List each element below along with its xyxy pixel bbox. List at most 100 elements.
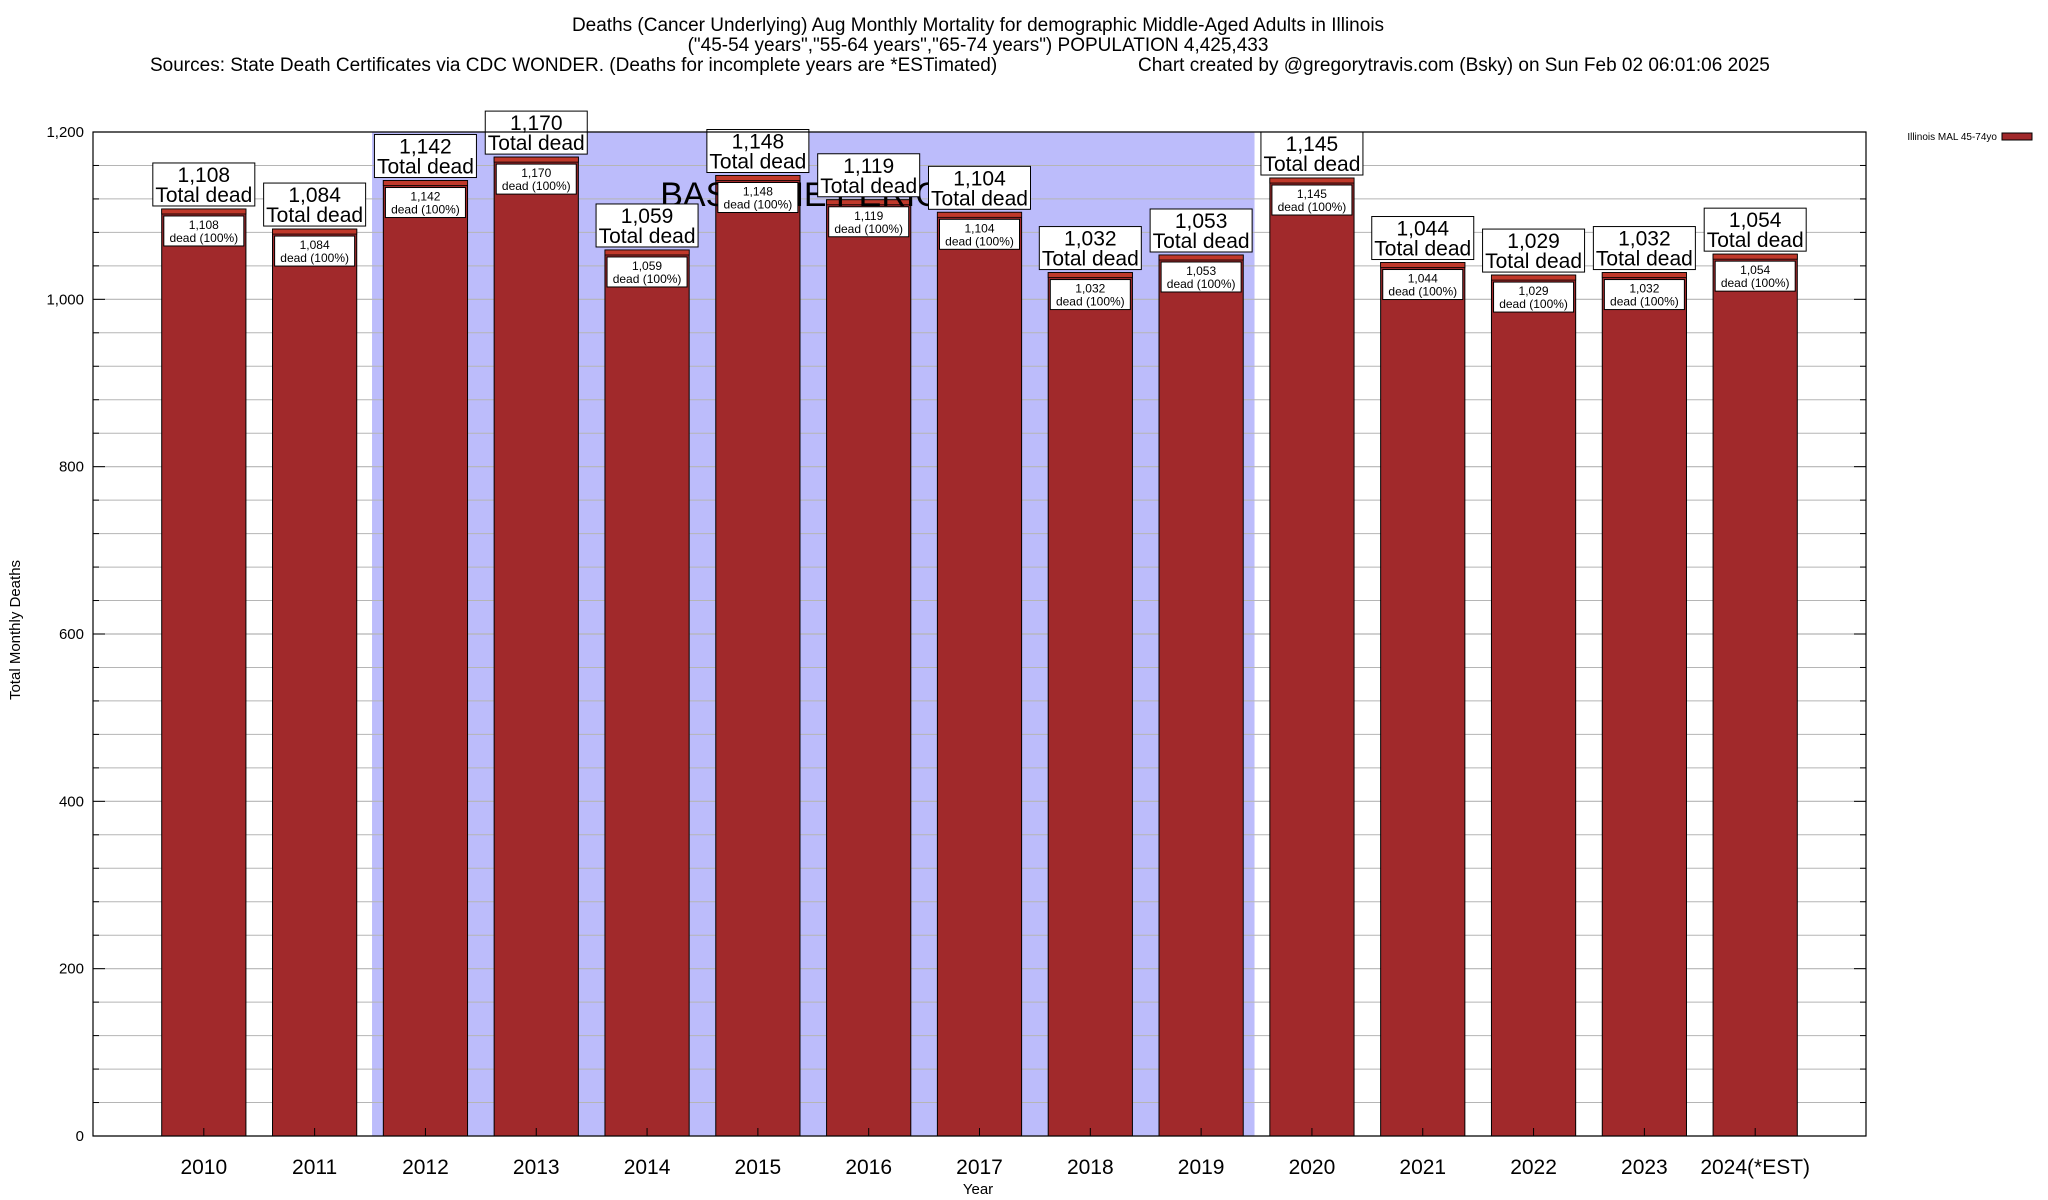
inner-label-box: [1714, 260, 1796, 292]
x-tick-label: 2024(*EST): [1700, 1156, 1810, 1179]
total-value-label: 1,119: [843, 155, 894, 178]
total-value-label: 1,059: [621, 205, 674, 228]
inner-value-label: 1,142: [410, 190, 440, 204]
inner-value-label: 1,032: [1075, 282, 1105, 296]
inner-label-box: [606, 256, 688, 288]
inner-value-label: 1,148: [743, 185, 773, 199]
outer-label-box: [928, 165, 1031, 210]
x-tick-label: 2022: [1510, 1156, 1557, 1179]
bar-cap: [161, 208, 247, 215]
x-tick-label: 2023: [1621, 1156, 1668, 1179]
outer-label-box: [817, 153, 921, 198]
outer-label-box: [1703, 207, 1807, 252]
outer-label-box: [706, 129, 810, 174]
total-dead-label: Total dead: [1485, 250, 1582, 273]
y-tick-label: 400: [59, 793, 84, 810]
bar-2011: [272, 228, 358, 1137]
inner-percent-label: dead (100%): [280, 251, 349, 265]
bar-cap: [382, 180, 468, 186]
inner-value-label: 1,053: [1186, 264, 1216, 278]
legend-label: Illinois MAL 45-74yo: [1907, 132, 1997, 143]
x-tick-label: 2017: [956, 1156, 1003, 1179]
total-dead-label: Total dead: [1596, 248, 1693, 271]
total-value-label: 1,054: [1729, 209, 1782, 232]
inner-value-label: 1,084: [300, 238, 330, 252]
outer-label-box: [1371, 216, 1475, 261]
inner-percent-label: dead (100%): [945, 234, 1014, 248]
inner-value-label: 1,170: [521, 166, 551, 180]
total-dead-label: Total dead: [599, 225, 696, 248]
inner-percent-label: dead (100%): [613, 272, 682, 286]
inner-label-box: [1271, 184, 1353, 216]
bar-2024(*EST): [1712, 253, 1798, 1137]
outer-label-box: [595, 203, 699, 248]
total-dead-label: Total dead: [709, 151, 806, 174]
inner-percent-label: dead (100%): [1278, 200, 1347, 214]
y-tick-label: 1,000: [46, 291, 84, 308]
x-tick-label: 2014: [624, 1156, 671, 1179]
chart-header: Deaths (Cancer Underlying) Aug Monthly M…: [150, 15, 1770, 76]
inner-value-label: 1,029: [1519, 284, 1549, 298]
inner-label-box: [1382, 269, 1464, 301]
x-axis-label: Year: [963, 1181, 993, 1198]
bar-2019: [1158, 254, 1244, 1137]
x-tick-label: 2020: [1289, 1156, 1336, 1179]
total-value-label: 1,084: [288, 184, 341, 207]
total-dead-label: Total dead: [931, 187, 1028, 210]
axes-layer: 0 200 400 600 800 1,000 1,200 2010 2011 2012 2013 2…: [46, 124, 1867, 1179]
total-dead-label: Total dead: [1374, 238, 1471, 261]
total-value-label: 1,145: [1286, 133, 1339, 156]
x-tick-label: 2016: [845, 1156, 892, 1179]
bar-cap: [1491, 274, 1577, 281]
x-tick-label: 2011: [292, 1156, 337, 1179]
x-tick-label: 2018: [1067, 1156, 1114, 1179]
inner-label-box: [1160, 261, 1242, 293]
bar-cap: [272, 228, 358, 235]
outer-label-box: [1260, 131, 1364, 176]
inner-label-box: [274, 235, 356, 267]
bar-2020: [1269, 177, 1355, 1137]
bar-cap: [1158, 254, 1244, 261]
inner-percent-label: dead (100%): [1167, 277, 1236, 291]
chart-credit: Chart created by @gregorytravis.com (Bsk…: [1138, 55, 1770, 76]
total-value-label: 1,170: [510, 112, 563, 135]
bar-cap: [1380, 262, 1466, 268]
inner-percent-label: dead (100%): [1388, 285, 1457, 299]
total-dead-label: Total dead: [377, 156, 474, 179]
inner-label-box: [1049, 279, 1131, 311]
bar-2013: [493, 156, 579, 1137]
bar-2017: [936, 211, 1023, 1137]
bar-cap: [1601, 272, 1687, 278]
bar-cap: [604, 249, 690, 256]
inner-value-label: 1,044: [1408, 272, 1438, 286]
outer-label-box: [1149, 208, 1253, 253]
outer-label-box: [1482, 228, 1586, 273]
total-value-label: 1,104: [953, 167, 1006, 190]
total-dead-label: Total dead: [1042, 248, 1139, 271]
inner-value-label: 1,054: [1740, 263, 1770, 277]
total-value-label: 1,029: [1507, 230, 1560, 253]
bar-2010: [161, 208, 247, 1137]
outer-label-box: [373, 134, 477, 179]
x-tick-label: 2013: [513, 1156, 560, 1179]
inner-label-box: [1603, 279, 1685, 311]
inner-value-label: 1,032: [1629, 282, 1659, 296]
x-tick-label: 2019: [1178, 1156, 1225, 1179]
bar-2023: [1601, 272, 1687, 1137]
total-value-label: 1,148: [732, 131, 785, 154]
baseline-period-label: BASELINE PERIOD: [660, 176, 966, 214]
inner-label-box: [495, 163, 577, 195]
y-tick-label: 800: [59, 459, 84, 476]
bar-cap: [715, 175, 801, 181]
y-tick-label: 200: [59, 961, 84, 978]
total-value-label: 1,108: [178, 164, 231, 187]
inner-percent-label: dead (100%): [391, 203, 460, 217]
total-dead-label: Total dead: [266, 204, 363, 227]
plot-frame: [92, 131, 1867, 1137]
inner-percent-label: dead (100%): [1056, 295, 1125, 309]
inner-label-box: [384, 187, 466, 219]
inner-percent-label: dead (100%): [1721, 276, 1790, 290]
legend: Illinois MAL 45-74yo: [1907, 132, 2033, 143]
y-axis-label: Total Monthly Deaths: [7, 560, 24, 700]
